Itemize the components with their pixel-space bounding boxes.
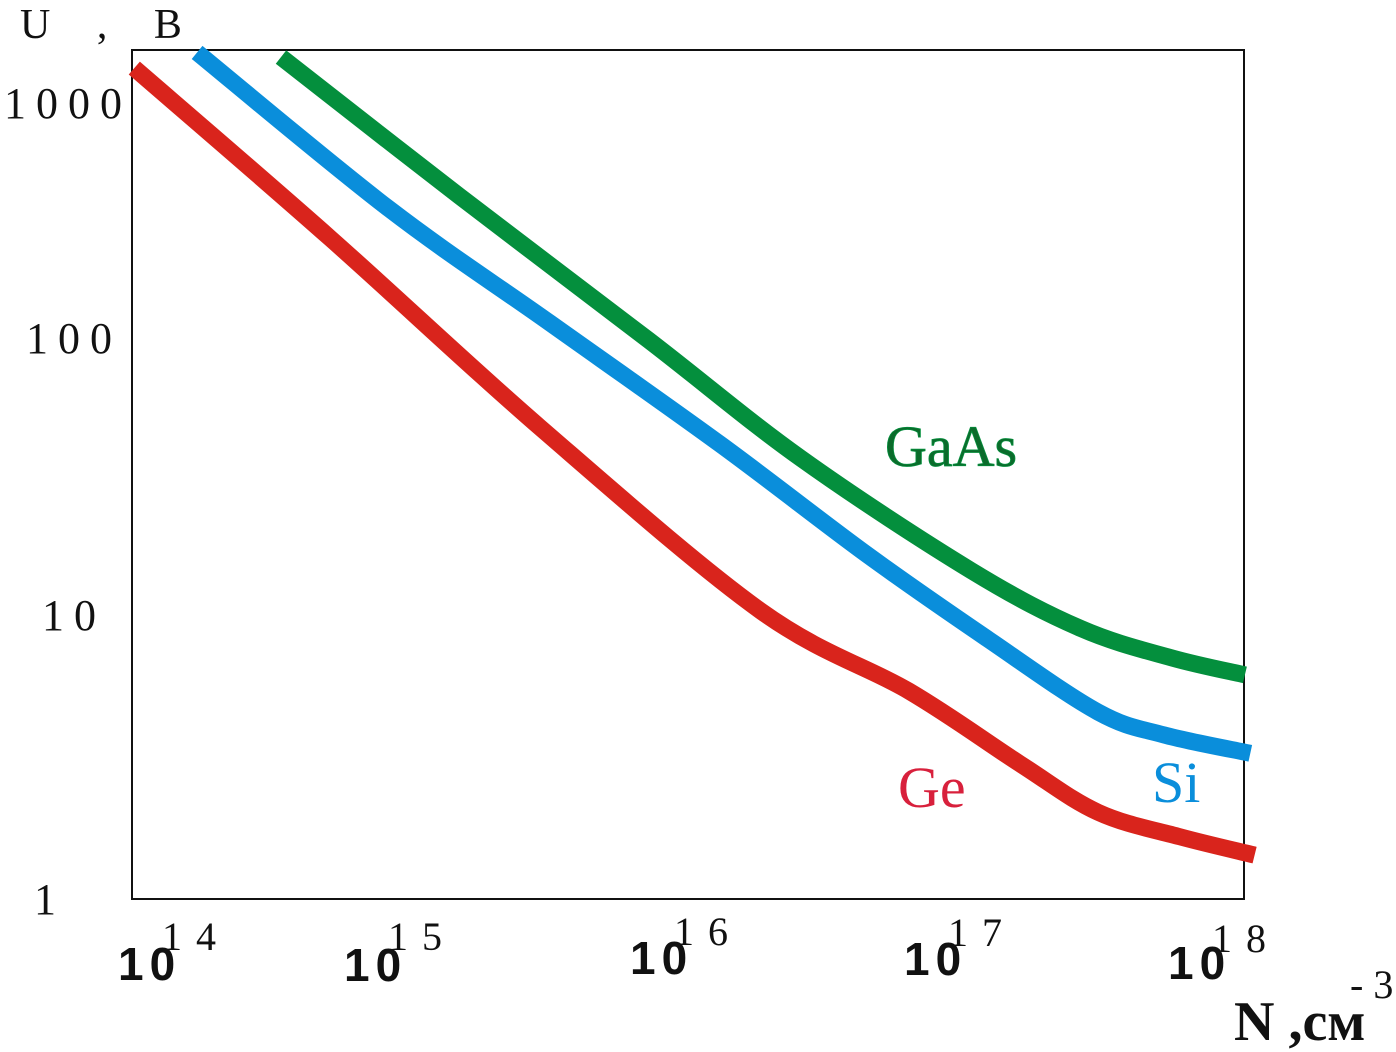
x-tick-exponent: 17 (948, 910, 1016, 955)
series-line-ge (128, 61, 1257, 864)
plot-frame (131, 49, 1245, 900)
x-tick-base: 10 (1168, 937, 1231, 989)
y-axis-title: U , B (20, 2, 200, 48)
series-line-si (191, 45, 1253, 762)
series-label-gaas: GaAs (885, 414, 1017, 479)
x-tick-base: 10 (630, 932, 693, 984)
x-tick-label-1e14: 10 14 (118, 914, 230, 990)
series-label-si: Si (1152, 750, 1200, 815)
x-tick-base: 10 (344, 939, 407, 991)
x-tick-label-1e15: 10 15 (344, 914, 456, 991)
x-tick-base: 10 (118, 938, 181, 990)
y-tick-label-1000: 1000 (4, 79, 132, 128)
x-axis-title-superscript: -3 (1350, 962, 1396, 1007)
y-tick-label-100: 100 (26, 314, 122, 363)
x-tick-exponent: 15 (388, 914, 456, 959)
x-tick-exponent: 14 (162, 914, 230, 959)
x-tick-label-1e16: 10 16 (630, 909, 742, 984)
series-line-gaas (275, 50, 1247, 684)
x-tick-exponent: 18 (1212, 916, 1280, 961)
x-tick-label-1e18: 10 18 (1168, 916, 1280, 989)
series-layer (128, 45, 1257, 864)
x-tick-labels: 10 14 10 15 10 16 10 17 10 18 (118, 909, 1280, 991)
y-tick-label-1: 1 (34, 875, 66, 924)
x-tick-label-1e17: 10 17 (904, 910, 1016, 985)
y-tick-label-10: 10 (42, 591, 106, 640)
y-tick-labels: 1000 100 10 1 (4, 79, 132, 924)
x-tick-base: 10 (904, 933, 967, 985)
x-axis-title: N ,см (1234, 991, 1365, 1052)
x-tick-exponent: 16 (674, 909, 742, 954)
series-label-ge: Ge (898, 755, 966, 820)
